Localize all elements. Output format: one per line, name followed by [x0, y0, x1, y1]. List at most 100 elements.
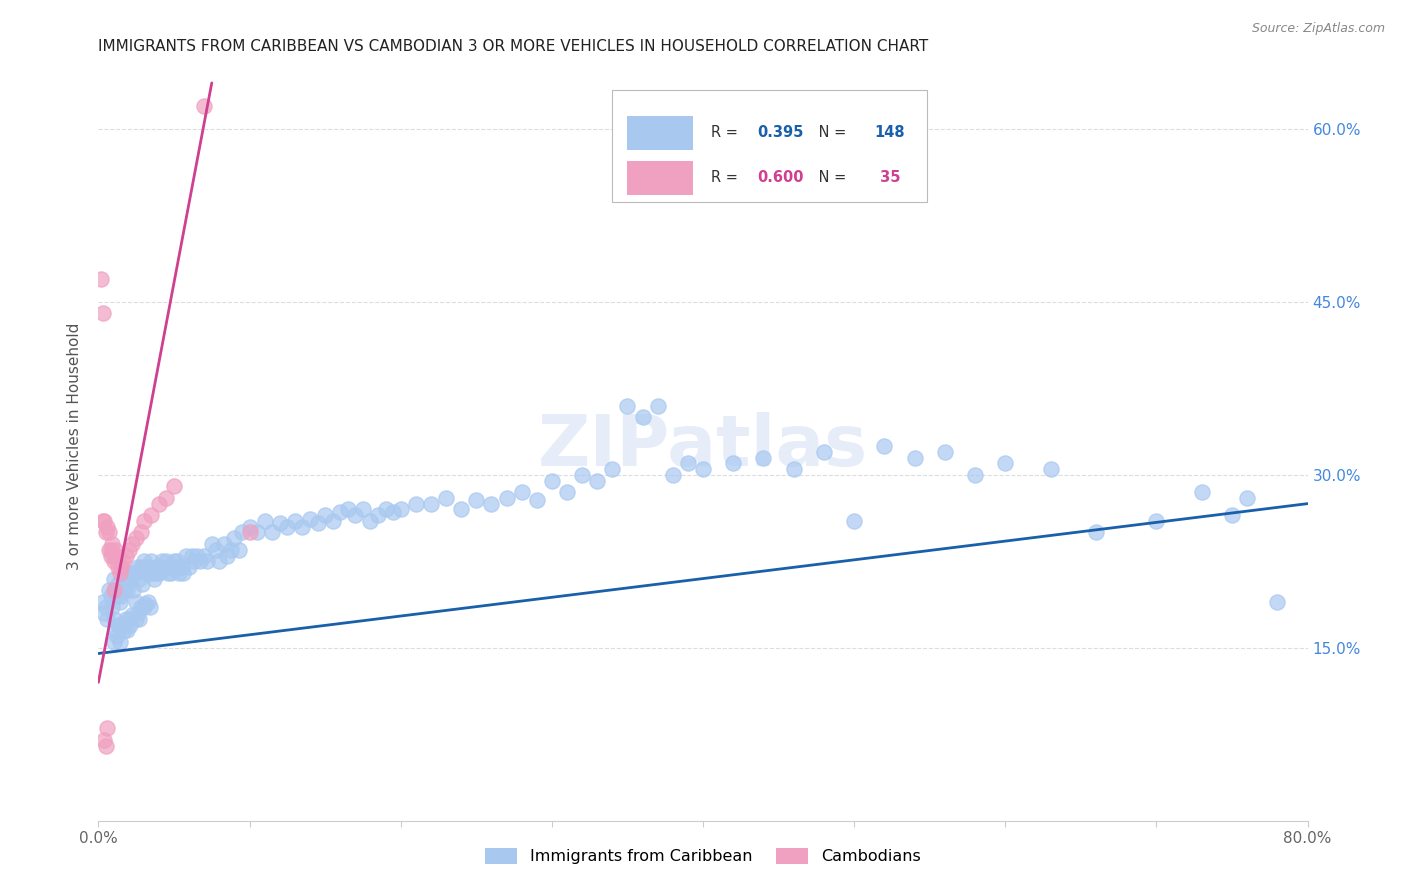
Point: [159, 560, 181, 574]
Point: [1220, 508, 1243, 523]
Text: Source: ZipAtlas.com: Source: ZipAtlas.com: [1251, 22, 1385, 36]
Point: [136, 594, 159, 608]
Point: [174, 549, 197, 563]
Point: [221, 542, 243, 557]
Point: [132, 554, 155, 568]
Point: [465, 493, 488, 508]
Point: [555, 485, 578, 500]
Point: [389, 502, 412, 516]
Point: [676, 456, 699, 470]
Point: [344, 508, 367, 523]
Point: [1039, 462, 1062, 476]
Point: [118, 542, 141, 557]
Point: [336, 502, 359, 516]
Y-axis label: 3 or more Vehicles in Household: 3 or more Vehicles in Household: [67, 322, 83, 570]
Point: [224, 531, 246, 545]
Point: [586, 474, 609, 488]
Text: N =: N =: [814, 170, 851, 186]
Point: [105, 629, 128, 643]
Point: [104, 542, 127, 557]
Point: [94, 600, 117, 615]
Point: [307, 516, 329, 531]
Point: [112, 583, 135, 598]
Point: [100, 542, 122, 557]
Text: 0.395: 0.395: [758, 125, 804, 140]
Point: [105, 589, 128, 603]
Text: 0.600: 0.600: [758, 170, 804, 186]
Point: [239, 525, 262, 540]
Point: [127, 606, 149, 620]
Text: 35: 35: [875, 170, 900, 186]
Point: [367, 508, 389, 523]
Point: [96, 722, 118, 736]
Point: [904, 450, 927, 465]
Point: [481, 497, 503, 511]
Point: [114, 572, 136, 586]
Point: [193, 549, 215, 563]
Point: [156, 566, 179, 580]
Point: [186, 549, 208, 563]
Point: [136, 560, 159, 574]
Point: [291, 519, 314, 533]
Point: [112, 624, 135, 638]
Point: [661, 467, 683, 482]
Point: [129, 600, 152, 615]
Point: [98, 542, 121, 557]
Point: [111, 554, 134, 568]
Point: [91, 306, 114, 320]
Point: [148, 566, 170, 580]
Point: [120, 617, 142, 632]
Point: [322, 514, 344, 528]
Point: [420, 497, 443, 511]
Point: [134, 560, 156, 574]
Legend: Immigrants from Caribbean, Cambodians: Immigrants from Caribbean, Cambodians: [479, 841, 927, 871]
Point: [382, 505, 405, 519]
Point: [104, 583, 127, 598]
FancyBboxPatch shape: [627, 161, 693, 194]
Point: [90, 272, 112, 286]
Point: [1267, 594, 1289, 608]
Point: [101, 537, 124, 551]
Point: [450, 502, 472, 516]
Point: [118, 566, 141, 580]
Point: [143, 572, 166, 586]
Point: [115, 624, 138, 638]
Point: [231, 525, 253, 540]
Point: [100, 549, 122, 563]
Point: [155, 491, 177, 505]
Point: [93, 733, 115, 747]
Point: [172, 566, 194, 580]
Point: [253, 514, 276, 528]
Point: [201, 537, 224, 551]
Point: [269, 516, 291, 531]
Point: [103, 549, 125, 563]
Point: [124, 566, 146, 580]
Point: [844, 514, 866, 528]
Point: [571, 467, 593, 482]
Point: [813, 444, 835, 458]
Point: [103, 635, 125, 649]
Point: [146, 560, 169, 574]
Point: [215, 549, 238, 563]
Point: [120, 572, 142, 586]
Point: [167, 566, 190, 580]
Point: [181, 549, 204, 563]
Point: [129, 560, 152, 574]
Point: [212, 537, 235, 551]
Point: [91, 594, 114, 608]
Point: [602, 462, 624, 476]
Point: [128, 612, 150, 626]
Point: [121, 566, 143, 580]
Point: [352, 502, 374, 516]
Point: [540, 474, 562, 488]
Point: [239, 519, 262, 533]
Point: [110, 589, 132, 603]
Point: [150, 554, 173, 568]
Point: [134, 597, 156, 611]
Point: [141, 554, 163, 568]
Point: [121, 537, 143, 551]
Point: [179, 560, 201, 574]
Point: [783, 462, 806, 476]
Point: [111, 566, 134, 580]
Point: [195, 554, 218, 568]
